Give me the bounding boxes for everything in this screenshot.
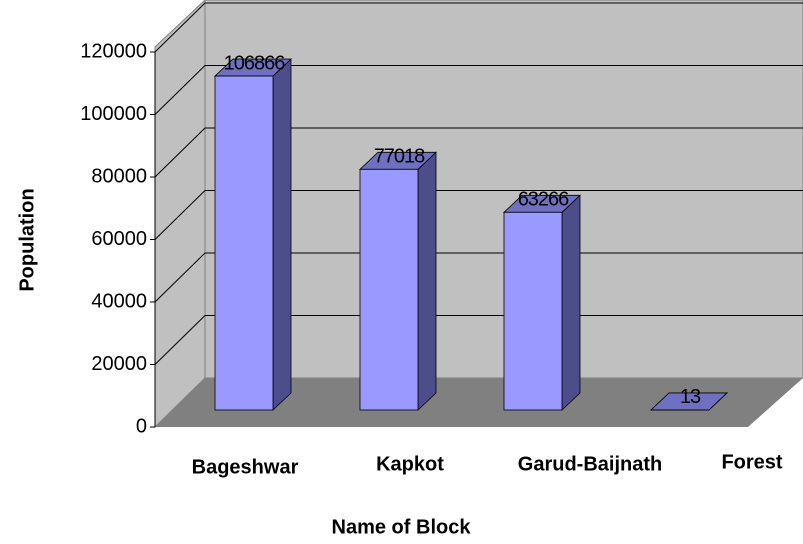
value-label: 106866 — [224, 52, 286, 74]
bar — [213, 58, 293, 411]
y-tick-label: 100000 — [80, 103, 147, 125]
value-label: 77018 — [374, 146, 425, 168]
bar-side — [272, 58, 292, 411]
bar-side — [561, 194, 581, 411]
y-tick-label: 60000 — [91, 228, 147, 250]
x-tick-label: Garud-Baijnath — [518, 453, 662, 475]
x-tick-label: Bageshwar — [192, 456, 299, 478]
bar-front — [503, 211, 563, 411]
grid-line — [154, 2, 803, 53]
x-tick-label: Kapkot — [376, 453, 444, 475]
y-tick-label: 120000 — [80, 40, 147, 62]
bar-front — [214, 75, 274, 411]
value-label: 13 — [680, 386, 701, 408]
value-label: 63266 — [518, 189, 569, 211]
y-tick-label: 80000 — [91, 165, 147, 187]
y-tick-label: 0 — [136, 415, 147, 437]
bar — [649, 392, 729, 411]
bar-front — [359, 168, 419, 411]
y-axis-title: Population — [16, 188, 38, 291]
bar — [502, 194, 582, 411]
x-axis-title: Name of Block — [332, 516, 472, 538]
grid-line — [154, 252, 803, 303]
grid-line — [154, 315, 803, 365]
y-tick-label: 40000 — [91, 290, 147, 312]
x-tick-label: Forest — [721, 451, 782, 473]
y-tick-label: 20000 — [91, 353, 147, 375]
bar-side — [417, 151, 437, 411]
grid-line — [154, 190, 803, 240]
grid-line — [154, 65, 803, 115]
grid-line — [154, 127, 803, 178]
floor — [155, 378, 803, 427]
bar — [358, 151, 438, 411]
side-wall — [154, 0, 206, 429]
